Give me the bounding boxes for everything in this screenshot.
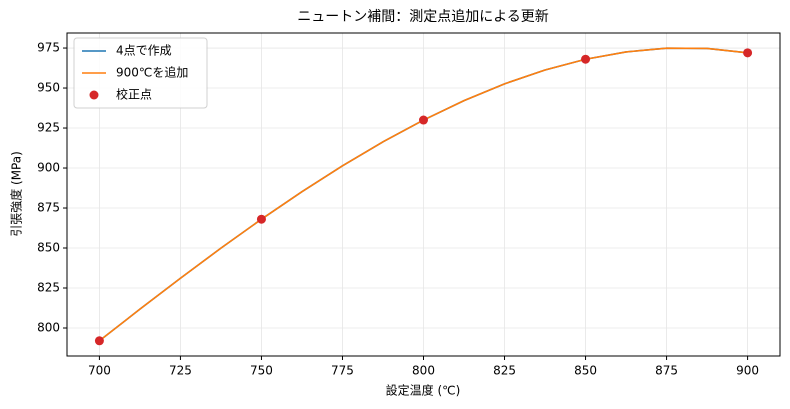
x-axis-label: 設定温度 (℃) — [386, 383, 461, 398]
legend-label: 校正点 — [116, 87, 152, 102]
y-tick-label: 900 — [37, 161, 60, 175]
y-tick-label: 925 — [37, 121, 60, 135]
x-tick-label: 725 — [169, 364, 192, 378]
x-tick-label: 700 — [88, 364, 111, 378]
scatter-point — [743, 48, 753, 58]
scatter-point — [581, 54, 591, 64]
y-tick-label: 975 — [37, 41, 60, 55]
x-tick-label: 800 — [412, 364, 435, 378]
legend-label: 900℃を追加 — [116, 65, 188, 80]
y-tick-label: 875 — [37, 201, 60, 215]
y-tick-label: 800 — [37, 321, 60, 335]
y-axis-label: 引張強度 (MPa) — [9, 151, 24, 237]
x-tick-label: 875 — [655, 364, 678, 378]
x-tick-label: 900 — [736, 364, 759, 378]
y-tick-label: 850 — [37, 241, 60, 255]
scatter-point — [419, 115, 428, 125]
y-tick-label: 825 — [37, 281, 60, 295]
legend-label: 4点で作成 — [116, 44, 172, 58]
x-tick-label: 850 — [574, 364, 597, 378]
x-tick-label: 775 — [331, 364, 354, 378]
legend-box — [73, 37, 208, 109]
chart-title: ニュートン補間：測定点追加による更新 — [297, 9, 549, 25]
y-tick-label: 950 — [37, 81, 60, 95]
scatter-point — [94, 336, 104, 346]
plot-frame — [66, 32, 781, 357]
x-tick-label: 825 — [493, 364, 516, 378]
legend-marker — [89, 90, 99, 100]
x-tick-label: 750 — [250, 364, 273, 378]
scatter-point — [256, 214, 266, 224]
